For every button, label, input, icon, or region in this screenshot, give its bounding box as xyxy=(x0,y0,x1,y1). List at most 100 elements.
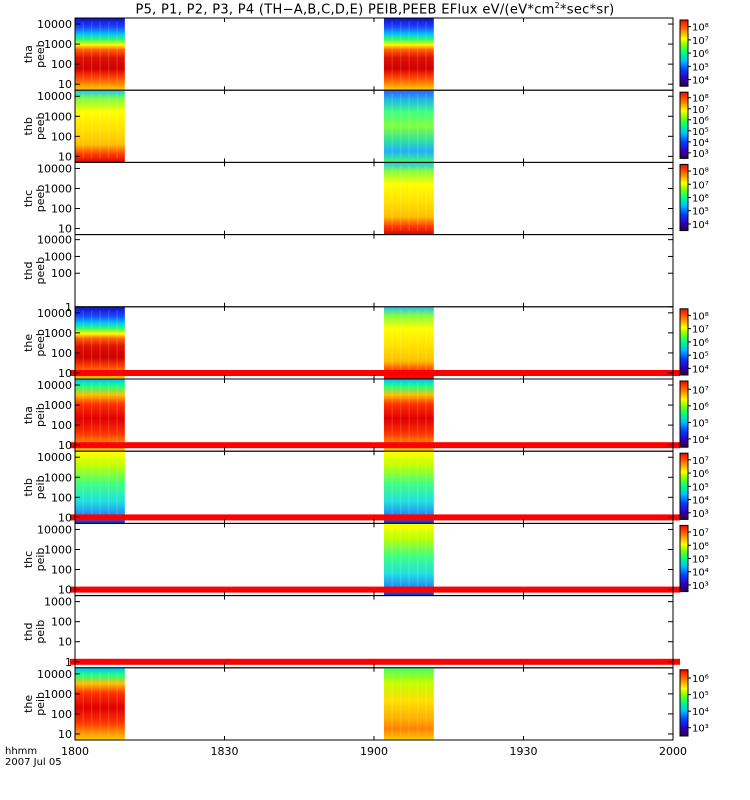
y-tick-label: 100 xyxy=(51,708,72,721)
colorbar-tick-label: 10⁵ xyxy=(692,351,709,362)
y-tick-label: 100 xyxy=(51,58,72,71)
spectrogram-streak xyxy=(425,166,427,231)
spectrogram-block xyxy=(75,379,125,452)
spectrogram-streak xyxy=(399,21,402,87)
spectrogram-streak xyxy=(399,671,402,737)
spectrogram-streak xyxy=(90,382,93,448)
colorbar-tick-label: 10⁴ xyxy=(692,435,709,446)
y-axis-product-label: peib xyxy=(34,620,47,644)
y-tick-label: 100 xyxy=(51,203,72,216)
colorbar-tick-label: 10⁷ xyxy=(692,36,709,47)
panel-frame xyxy=(74,522,674,597)
y-tick-label: 1000 xyxy=(44,110,72,123)
spectrogram-block xyxy=(383,523,434,596)
y-tick-label: 1000 xyxy=(44,250,72,263)
colorbar-tick-label: 10⁷ xyxy=(692,105,709,116)
spectrogram-streak xyxy=(90,454,93,520)
spectrogram-streak xyxy=(82,21,84,87)
spectrogram-streak xyxy=(408,454,410,520)
colorbar-tick-label: 10⁸ xyxy=(692,311,709,322)
spectrogram-streak xyxy=(116,310,118,376)
y-tick-label: 100 xyxy=(51,616,72,629)
spectrogram-streak xyxy=(399,382,402,448)
quality-flag-bar xyxy=(70,514,680,521)
y-axis-product-label: peeb xyxy=(34,329,47,357)
spectrogram-block xyxy=(383,306,434,379)
spectrogram-streak xyxy=(116,382,118,448)
spectrogram-streak xyxy=(425,382,427,448)
spectrogram-streak xyxy=(107,671,110,737)
spectrogram-streak xyxy=(416,671,419,737)
spectrogram-streak xyxy=(425,527,427,592)
x-tick-label: 1800 xyxy=(61,745,89,758)
colorbar-tick-label: 10³ xyxy=(692,149,709,160)
panel-thc-peeb: 10000 1000 100 10 thc peeb 10⁴ 10⁵ 10⁶ 10⁷ 10⁸ xyxy=(22,161,709,236)
y-axis-product-label: peeb xyxy=(34,257,47,285)
y-axis-product-label: peeb xyxy=(34,185,47,213)
y-tick-label: 1000 xyxy=(44,399,72,412)
y-axis-probe-label: tha xyxy=(22,45,35,63)
colorbar-tick-label: 10⁸ xyxy=(692,23,709,34)
colorbar-tick-label: 10⁶ xyxy=(692,469,709,480)
colorbar-tick-label: 10⁶ xyxy=(692,402,709,413)
spectrogram-streak xyxy=(99,671,101,737)
y-tick-label: 1000 xyxy=(44,327,72,340)
y-axis-probe-label: the xyxy=(22,695,35,713)
spectrogram-streak xyxy=(416,166,419,231)
spectrogram-block xyxy=(383,451,434,524)
spectrogram-streak xyxy=(116,21,118,87)
spectrogram-streak xyxy=(399,527,402,592)
spectrogram-block xyxy=(383,379,434,452)
x-tick-label: 1900 xyxy=(360,745,388,758)
colorbar-tick-label: 10⁶ xyxy=(692,338,709,349)
panel-frame xyxy=(74,234,674,308)
y-axis-product-label: peib xyxy=(34,475,47,499)
colorbar xyxy=(679,19,689,87)
spectrogram-streak xyxy=(425,671,427,737)
title-prefix: P5, P1, P2, P3, P4 (TH−A,B,C,D,E) PEIB,P… xyxy=(135,2,555,18)
panel-the-peeb: 10000 1000 100 10 the peeb 10⁴ 10⁵ 10⁶ 10⁷ 10⁸ xyxy=(22,306,709,380)
quality-flag-bar xyxy=(70,370,680,376)
spectrogram-streak xyxy=(99,93,101,159)
x-axis-date: 2007 Jul 05 xyxy=(5,757,62,768)
spectrogram-streak xyxy=(391,527,393,592)
spectrogram-streak xyxy=(82,310,84,376)
colorbar-tick-label: 10⁴ xyxy=(692,364,709,375)
colorbar-tick-label: 10⁵ xyxy=(692,127,709,138)
spectrogram-block xyxy=(383,162,434,235)
spectrogram-streak xyxy=(416,382,419,448)
colorbar-tick-label: 10⁶ xyxy=(692,541,709,552)
panel-thd-peeb: 10000 1000 100 1 thd peeb xyxy=(22,234,674,314)
y-axis-probe-label: thd xyxy=(22,623,35,641)
y-tick-label: 10000 xyxy=(37,18,72,31)
colorbar-tick-label: 10⁵ xyxy=(692,482,709,493)
panel-thd-peib: 1000 100 10 1 thd peib xyxy=(22,595,680,669)
panel-frame xyxy=(74,306,674,380)
spectrogram-block xyxy=(75,667,125,740)
y-tick-label: 100 xyxy=(51,419,72,432)
spectrogram-block xyxy=(75,306,125,379)
panel-the-peib: 10000 1000 100 10 the peib 10³ 10⁴ 10⁵ 10⁶ xyxy=(22,667,709,741)
colorbar xyxy=(679,669,689,737)
colorbar-tick-label: 10⁴ xyxy=(692,76,709,87)
colorbar-tick-label: 10⁵ xyxy=(692,691,709,702)
y-tick-label: 1000 xyxy=(44,543,72,556)
spectrogram-streak xyxy=(107,454,110,520)
y-tick-label: 10 xyxy=(58,223,72,236)
colorbar-tick-label: 10³ xyxy=(692,724,709,735)
quality-flag-bar xyxy=(70,442,680,449)
colorbar-tick-label: 10⁴ xyxy=(692,496,709,507)
spectrogram-streak xyxy=(425,310,427,376)
colorbar-tick-label: 10⁴ xyxy=(692,138,709,149)
spectrogram-streak xyxy=(408,310,410,376)
y-axis-product-label: peib xyxy=(34,403,47,427)
panel-frame xyxy=(74,450,674,524)
colorbar xyxy=(679,380,689,448)
y-tick-label: 1000 xyxy=(44,182,72,195)
spectrogram-streak xyxy=(399,454,402,520)
y-tick-label: 100 xyxy=(51,347,72,360)
spectrogram-streak xyxy=(391,382,393,448)
quality-flag-bar xyxy=(70,586,680,593)
